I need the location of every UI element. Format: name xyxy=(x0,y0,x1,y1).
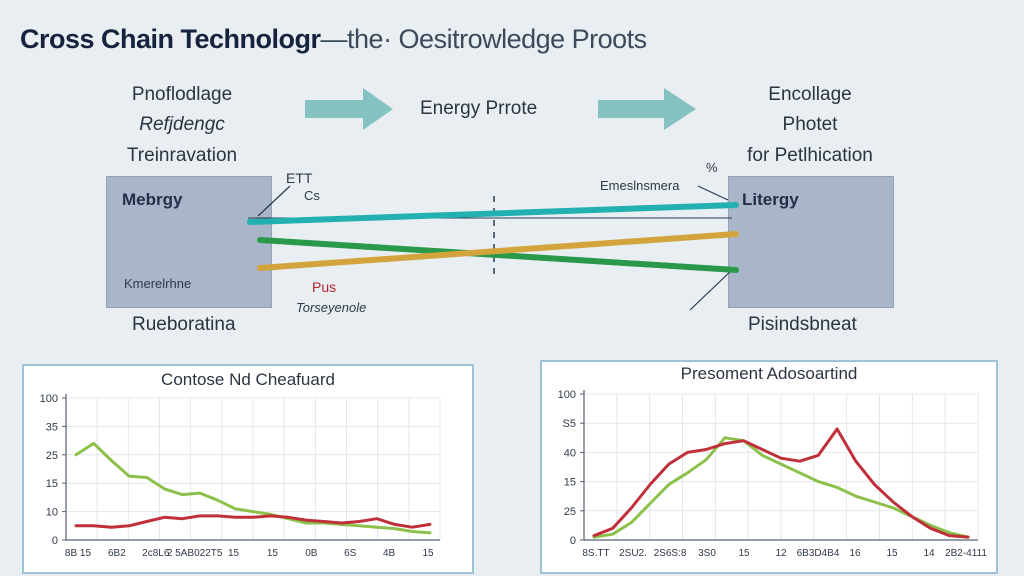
left-heading-line-2: Refjdengc xyxy=(139,114,225,135)
x-tick-label: 15 xyxy=(886,548,898,559)
plus-label: Pus xyxy=(312,279,337,295)
arrow-right-icon xyxy=(598,88,696,130)
chart-panel-left: Contose Nd Cheafuard 100 35 25 15 10 0 8B 15 6B… xyxy=(22,364,474,574)
title-rest: —the· Oesitrowledge Proots xyxy=(320,24,648,54)
plus-sub: Torseyenole xyxy=(296,300,367,315)
page-title: Cross Chain Technologr—the· Oesitrowledg… xyxy=(20,24,647,55)
x-tick-label: 6S xyxy=(344,548,357,559)
pointer-line xyxy=(689,267,735,311)
y-tick-label: 25 xyxy=(46,450,58,462)
x-tick-label: 14 xyxy=(923,548,935,559)
series-line-green xyxy=(74,441,432,535)
x-tick-label: 2S6S:8 xyxy=(654,548,687,559)
tag-right: Emeslnsmera xyxy=(600,178,680,193)
x-tick-label: 2SU2. xyxy=(619,548,647,559)
line-chart: 100 S5 40 15 25 0 8S.TT 2SU2. 2S6S:8 3S0 15 12 6B3D4… xyxy=(558,389,988,559)
y-tick-label: S5 xyxy=(563,418,576,430)
x-tick-label: 2c8L6 xyxy=(142,548,170,559)
x-tick-label: 8B 15 xyxy=(65,548,92,559)
x-tick-label: 2 5AB022T5 xyxy=(167,548,223,559)
y-tick-label: 0 xyxy=(570,535,576,547)
x-tick-label: 6B2 xyxy=(108,548,126,559)
chart-title: Presoment Adosoartind xyxy=(680,364,858,383)
pointer-line xyxy=(697,185,729,201)
left-node-box xyxy=(106,176,272,308)
left-node-label: Mebrgy xyxy=(122,190,183,209)
right-heading-line-1: Encollage xyxy=(768,84,852,105)
left-node-sub: Kmerelrhne xyxy=(124,276,192,291)
green-link xyxy=(257,237,739,273)
y-tick-label: 25 xyxy=(564,506,576,518)
y-tick-label: 35 xyxy=(46,421,58,433)
right-heading-line-2: Photet xyxy=(782,114,838,135)
x-tick-label: 12 xyxy=(775,548,787,559)
right-node-label: Litergy xyxy=(742,190,799,209)
arrow-right-icon xyxy=(305,88,393,130)
right-node-box xyxy=(728,176,894,308)
right-heading-line-3: for Petlhication xyxy=(747,145,873,166)
x-tick-label: 4B xyxy=(383,548,396,559)
y-tick-label: 100 xyxy=(40,393,58,405)
x-tick-label: 15 xyxy=(422,548,434,559)
x-tick-label: 8S.TT xyxy=(582,548,609,559)
left-caption: Rueboratina xyxy=(132,314,236,335)
y-tick-label: 40 xyxy=(564,447,576,459)
middle-label: Energy Prrote xyxy=(420,98,538,119)
y-tick-label: 100 xyxy=(558,389,576,401)
x-tick-label: 0B xyxy=(305,548,318,559)
y-tick-label: 15 xyxy=(564,477,576,489)
right-caption: Pisindsbneat xyxy=(748,314,857,335)
y-tick-label: 10 xyxy=(46,507,58,519)
tag-top: ETT xyxy=(286,170,313,186)
pointer-line xyxy=(257,185,291,217)
chart-panel-right: Presoment Adosoartind 100 S5 40 15 25 0 8S.TT 2… xyxy=(540,360,998,574)
left-heading-line-1: Pnoflodlage xyxy=(131,84,233,105)
x-tick-label: 15 xyxy=(267,548,279,559)
chart-title: Contose Nd Cheafuard xyxy=(161,370,335,389)
x-tick-label: 15 xyxy=(738,548,750,559)
y-tick-label: 0 xyxy=(52,535,58,547)
x-tick-label: 6B3D4B4 xyxy=(797,548,840,559)
teal-link xyxy=(247,202,739,225)
left-heading-line-3: Treinravation xyxy=(126,145,238,166)
title-bold: Cross Chain Technologr xyxy=(20,24,321,54)
tag-top-sub: Cs xyxy=(304,188,320,203)
x-tick-label: 2B2-4111 xyxy=(945,548,987,559)
orange-link xyxy=(257,231,739,271)
series-line-red xyxy=(592,427,970,539)
x-tick-label: 16 xyxy=(849,548,861,559)
series-line-red xyxy=(74,514,432,529)
x-tick-label: 15 xyxy=(228,548,240,559)
x-tick-label: 3S0 xyxy=(698,548,716,559)
series-line-green xyxy=(592,436,970,539)
y-tick-label: 15 xyxy=(46,478,58,490)
tag-right-sub: % xyxy=(706,160,718,175)
